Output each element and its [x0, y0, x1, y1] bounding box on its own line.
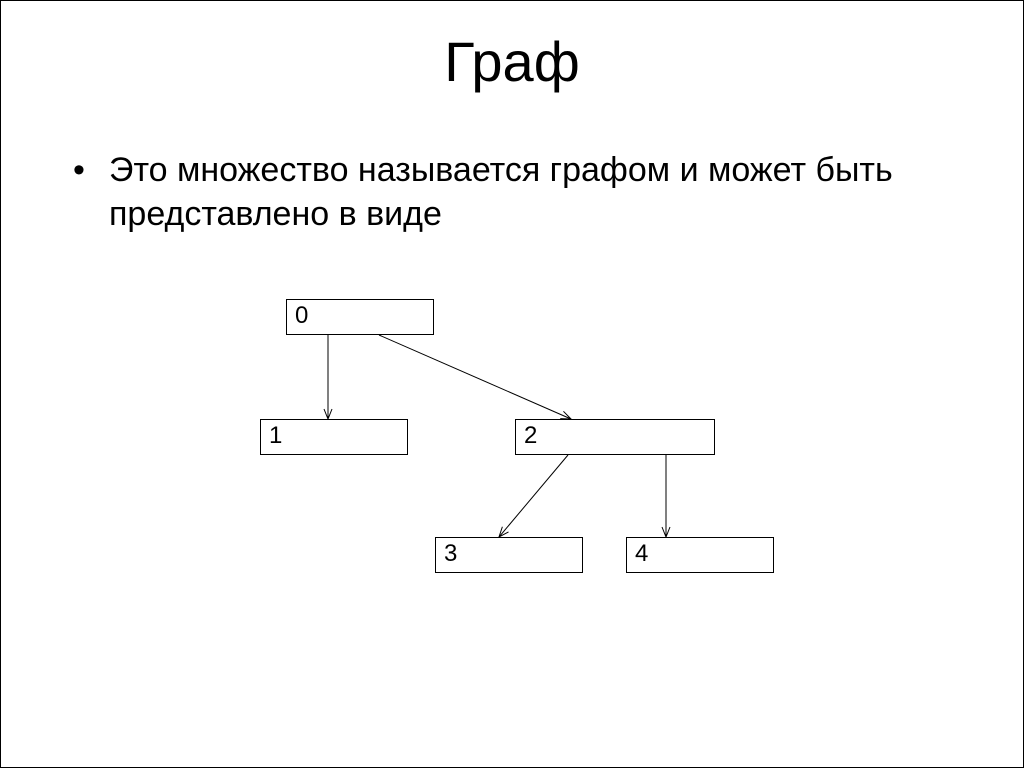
graph-edge [379, 335, 571, 419]
graph-diagram [1, 1, 1024, 769]
graph-node: 1 [260, 419, 408, 455]
graph-edge [499, 455, 568, 537]
graph-node: 3 [435, 537, 583, 573]
graph-node: 4 [626, 537, 774, 573]
graph-node: 0 [286, 299, 434, 335]
slide: Граф • Это множество называется графом и… [0, 0, 1024, 768]
graph-node: 2 [515, 419, 715, 455]
